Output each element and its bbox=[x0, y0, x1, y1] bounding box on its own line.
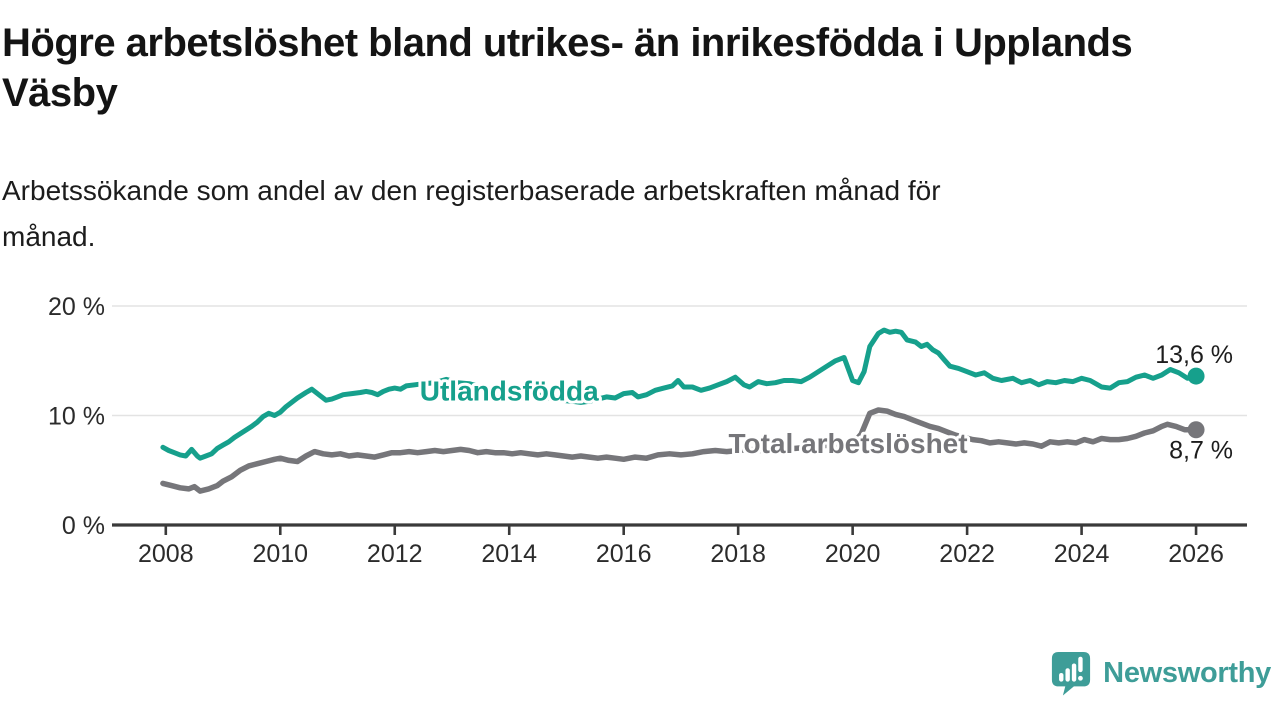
page-subtitle: Arbetssökande som andel av den registerb… bbox=[2, 175, 941, 252]
series-end-value-total-arbetsl-shet: 8,7 % bbox=[1169, 437, 1233, 465]
x-axis-tick-label: 2016 bbox=[596, 540, 652, 568]
series-label-utlandsf-dda: Utlandsfödda bbox=[420, 375, 599, 406]
series-end-dot-total-arbetsl-shet bbox=[1187, 421, 1205, 439]
newsworthy-speech-bubble-bar-chart-icon bbox=[1052, 652, 1091, 696]
series-end-value-utlandsf-dda: 13,6 % bbox=[1155, 341, 1233, 369]
page-title: Högre arbetslöshet bland utrikes- än inr… bbox=[2, 21, 1133, 115]
x-axis-tick-label: 2008 bbox=[138, 540, 194, 568]
series-line-utlandsf-dda bbox=[160, 327, 1199, 461]
newsworthy-logo: Newsworthy bbox=[1050, 650, 1271, 697]
y-axis-tick-label: 10 % bbox=[48, 403, 105, 431]
y-axis-tick-label: 0 % bbox=[62, 512, 105, 540]
series-label-total-arbetsl-shet: Total arbetslöshet bbox=[729, 428, 968, 459]
y-axis-tick-label: 20 % bbox=[48, 293, 105, 321]
x-axis-tick-label: 2026 bbox=[1168, 540, 1224, 568]
x-axis-tick-label: 2018 bbox=[710, 540, 766, 568]
x-axis-tick-label: 2014 bbox=[481, 540, 537, 568]
series-end-dot-utlandsf-dda bbox=[1187, 367, 1205, 385]
x-axis-tick-label: 2022 bbox=[939, 540, 995, 568]
newsworthy-logo-text: Newsworthy bbox=[1103, 657, 1271, 689]
x-axis-tick-label: 2012 bbox=[367, 540, 423, 568]
unemployment-line-chart: 0 % 10 % 20 % 2008 2010 2012 2014 2016 2018 2020 2… bbox=[48, 293, 1247, 568]
x-axis-tick-label: 2010 bbox=[252, 540, 308, 568]
x-axis-tick-label: 2024 bbox=[1054, 540, 1110, 568]
series-line-total-arbetsl-shet bbox=[160, 407, 1199, 494]
x-axis-tick-label: 2020 bbox=[825, 540, 881, 568]
